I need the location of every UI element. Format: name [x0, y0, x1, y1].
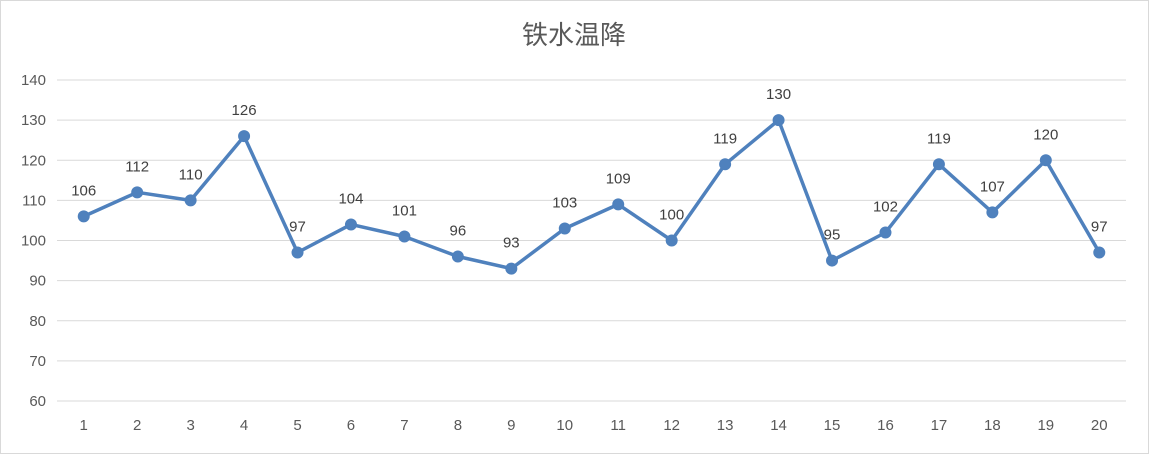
- series-markers: [77, 114, 1106, 275]
- x-tick-label: 4: [240, 417, 248, 434]
- data-point: [719, 158, 732, 171]
- x-tick-label: 5: [293, 417, 301, 434]
- x-axis-ticks: 1 2 3 4 5 6 7 8 9 10 11 12 13 14 15 16 17 18 19 20: [80, 417, 1108, 434]
- data-label: 104: [338, 190, 363, 207]
- data-label: 100: [659, 207, 684, 224]
- data-point: [505, 262, 518, 275]
- x-tick-label: 8: [454, 417, 462, 434]
- data-label: 109: [606, 170, 631, 187]
- y-tick-label: 110: [22, 192, 46, 209]
- y-tick-label: 60: [29, 393, 46, 410]
- x-tick-label: 12: [663, 417, 680, 434]
- x-tick-label: 14: [770, 417, 787, 434]
- data-point: [612, 198, 625, 211]
- data-label: 97: [1091, 219, 1108, 236]
- data-point: [344, 218, 357, 231]
- data-point: [238, 130, 251, 143]
- data-label: 119: [713, 130, 737, 147]
- data-label: 103: [552, 194, 577, 211]
- data-label: 102: [873, 198, 898, 215]
- data-point: [826, 254, 839, 267]
- data-label: 110: [179, 166, 203, 183]
- data-point: [558, 222, 571, 235]
- data-point: [879, 226, 892, 239]
- x-tick-label: 18: [984, 417, 1001, 434]
- data-label: 96: [450, 223, 467, 240]
- x-tick-label: 1: [80, 417, 88, 434]
- y-tick-label: 100: [21, 233, 46, 250]
- x-tick-label: 9: [507, 417, 515, 434]
- x-tick-label: 17: [931, 417, 948, 434]
- data-label: 106: [71, 182, 96, 199]
- y-tick-label: 140: [21, 72, 46, 89]
- data-point: [291, 246, 304, 259]
- x-tick-label: 7: [400, 417, 408, 434]
- data-point: [932, 158, 945, 171]
- gridlines: [57, 79, 1126, 402]
- data-point: [665, 234, 678, 247]
- data-label: 130: [766, 86, 791, 103]
- x-tick-label: 16: [877, 417, 894, 434]
- data-point: [1039, 154, 1052, 167]
- x-tick-label: 6: [347, 417, 355, 434]
- x-tick-label: 20: [1091, 417, 1108, 434]
- data-label: 95: [824, 227, 841, 244]
- x-tick-label: 13: [717, 417, 734, 434]
- data-labels: 106 112 110 126 97 104 101 96 93 103 109 100 119 130 9…: [71, 86, 1107, 251]
- x-tick-label: 3: [186, 417, 194, 434]
- y-tick-label: 120: [21, 152, 46, 169]
- chart-title: 铁水温降: [522, 21, 626, 51]
- data-point: [1093, 246, 1106, 259]
- series-line: [81, 118, 1102, 271]
- data-point: [184, 194, 197, 207]
- data-point: [772, 114, 785, 127]
- x-tick-label: 19: [1037, 417, 1054, 434]
- data-label: 97: [289, 219, 306, 236]
- x-tick-label: 15: [824, 417, 841, 434]
- data-label: 107: [980, 178, 1005, 195]
- data-point: [451, 250, 464, 263]
- data-label: 119: [927, 130, 951, 147]
- data-label: 112: [125, 158, 149, 175]
- data-point: [398, 230, 411, 243]
- x-tick-label: 10: [556, 417, 573, 434]
- x-tick-label: 2: [133, 417, 141, 434]
- y-axis-ticks: 60 70 80 90 100 110 120 130 140: [21, 72, 46, 410]
- y-tick-label: 80: [29, 313, 46, 330]
- data-label: 126: [232, 102, 257, 119]
- data-label: 120: [1033, 126, 1058, 143]
- data-label: 101: [392, 202, 417, 219]
- x-tick-label: 11: [610, 417, 626, 434]
- data-label: 93: [503, 235, 520, 252]
- y-tick-label: 70: [29, 353, 46, 370]
- y-tick-label: 90: [29, 273, 46, 290]
- data-point: [986, 206, 999, 219]
- data-point: [77, 210, 90, 223]
- data-point: [131, 186, 144, 199]
- y-tick-label: 130: [21, 112, 46, 129]
